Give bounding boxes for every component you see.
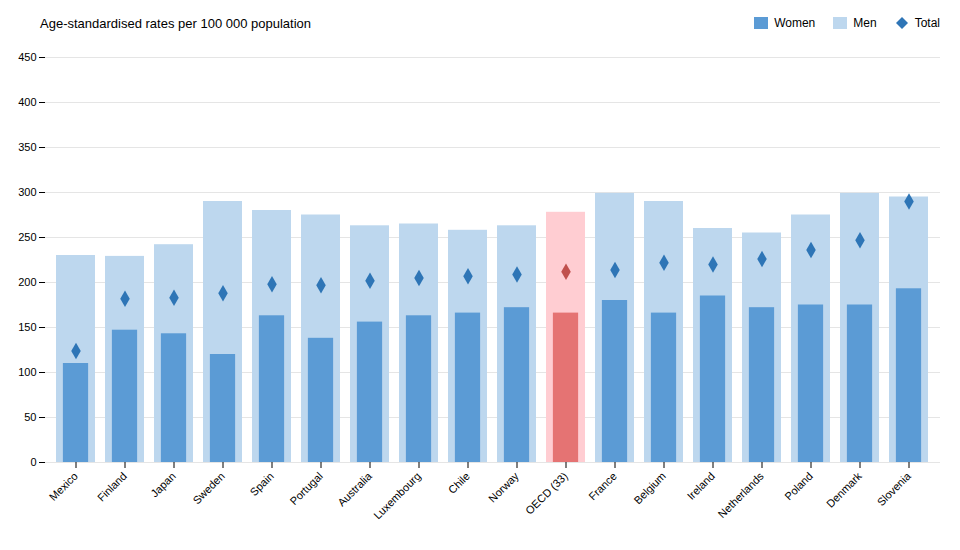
svg-text:Luxembourg: Luxembourg xyxy=(371,470,423,522)
html-text:Women: Women xyxy=(774,16,816,30)
svg-text:300: 300 xyxy=(18,186,36,198)
svg-text:Belgium: Belgium xyxy=(631,470,668,507)
svg-text:Netherlands: Netherlands xyxy=(715,469,766,520)
html-text:Men: Men xyxy=(853,16,877,30)
svg-text:150: 150 xyxy=(18,321,36,333)
svg-text:Spain: Spain xyxy=(248,470,276,498)
svg-text:Japan: Japan xyxy=(148,470,178,500)
svg-text:Mexico: Mexico xyxy=(47,470,80,503)
svg-text:Denmark: Denmark xyxy=(824,469,864,509)
svg-text:Chile: Chile xyxy=(446,470,472,496)
svg-text:100: 100 xyxy=(18,366,36,378)
html-text:Total: Total xyxy=(914,16,940,30)
svg-text:350: 350 xyxy=(18,141,36,153)
svg-text:Poland: Poland xyxy=(782,470,815,503)
svg-text:50: 50 xyxy=(24,411,36,423)
svg-text:Portugal: Portugal xyxy=(287,470,324,507)
svg-text:Sweden: Sweden xyxy=(190,470,227,507)
html-text:Age-standardised rates per 100: Age-standardised rates per 100 000 popul… xyxy=(40,15,311,31)
svg-text:450: 450 xyxy=(18,51,36,63)
svg-text:France: France xyxy=(586,470,619,503)
svg-text:200: 200 xyxy=(18,276,36,288)
svg-text:400: 400 xyxy=(18,96,36,108)
svg-text:Australia: Australia xyxy=(335,469,374,508)
svg-text:OECD (33): OECD (33) xyxy=(523,470,570,517)
svg-text:Slovenia: Slovenia xyxy=(875,469,914,508)
svg-text:0: 0 xyxy=(30,456,36,468)
svg-text:Ireland: Ireland xyxy=(685,470,717,502)
svg-text:Norway: Norway xyxy=(486,469,521,504)
svg-text:Finland: Finland xyxy=(95,470,129,504)
svg-text:250: 250 xyxy=(18,231,36,243)
